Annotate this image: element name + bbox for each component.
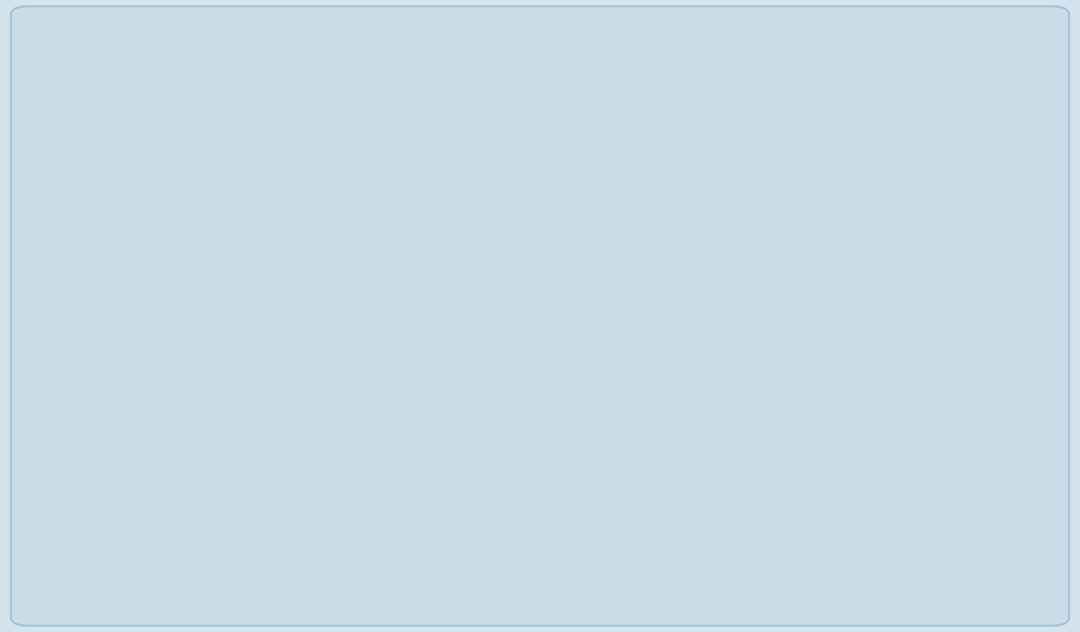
Text: c. r=1/6: c. r=1/6	[165, 425, 300, 454]
Text: d. Non of them: d. Non of them	[165, 491, 421, 520]
Text: e. r=3/2: e. r=3/2	[165, 557, 302, 586]
Text: b. r=5/2: b. r=5/2	[165, 359, 303, 388]
Text: 2: 2	[932, 40, 946, 59]
Text: Select one:: Select one:	[79, 233, 271, 262]
Text: a. r=2: a. r=2	[165, 293, 270, 322]
Text: Find an equation for the circular cylinder 4x: Find an equation for the circular cylind…	[79, 65, 836, 94]
Text: 2: 2	[836, 40, 849, 59]
Text: + 4y: + 4y	[843, 65, 932, 94]
Text: = 9 in: = 9 in	[941, 65, 1052, 94]
Text: cylindrical coordinates.: cylindrical coordinates.	[79, 143, 480, 172]
